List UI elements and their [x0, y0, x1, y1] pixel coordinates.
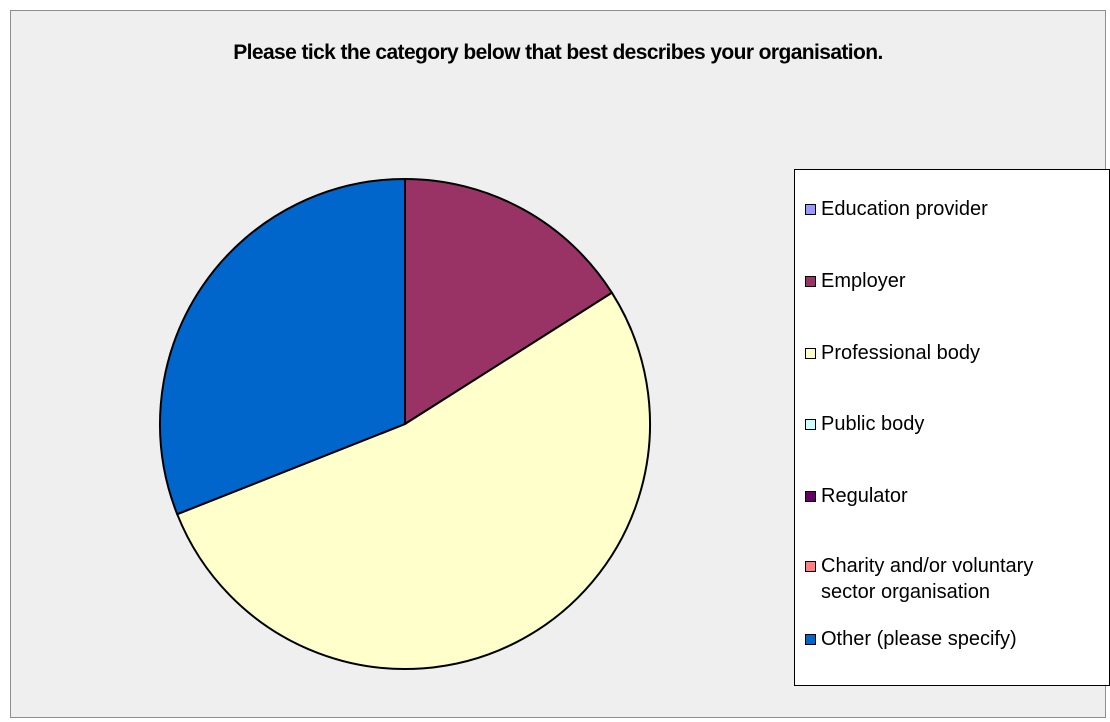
legend-label: Public body: [821, 413, 925, 435]
legend-label: Education provider: [821, 198, 988, 220]
legend-item-public-body: Public body: [805, 411, 924, 437]
legend-item-other-please-specify: Other (please specify): [805, 626, 1017, 652]
legend-label: Employer: [821, 270, 906, 292]
legend-swatch: [805, 204, 816, 215]
chart-title: Please tick the category below that best…: [233, 41, 883, 64]
legend-swatch: [805, 276, 816, 287]
legend-swatch: [805, 348, 816, 359]
legend-label: Regulator: [821, 485, 908, 507]
pie-slice-professional-body: [175, 291, 651, 670]
legend-swatch: [805, 419, 816, 430]
legend-swatch: [805, 491, 816, 502]
legend-label: Professional body: [821, 342, 980, 364]
pie-slice-employer: [404, 177, 614, 426]
legend-item-employer: Employer: [805, 268, 905, 294]
legend-label: Other (please specify): [821, 628, 1017, 650]
legend-item-professional-body: Professional body: [805, 340, 980, 366]
pie-slice-other-please-specify: [159, 177, 406, 516]
legend-swatch: [805, 634, 816, 645]
legend-label: Charity and/or voluntary sector organisa…: [821, 555, 1034, 603]
legend-swatch: [805, 561, 816, 572]
chart-legend: Education provider Employer Professional b…: [794, 169, 1110, 686]
legend-item-regulator: Regulator: [805, 483, 908, 509]
legend-item-education-provider: Education provider: [805, 196, 988, 222]
legend-item-charity-and-or-voluntary-sector-organisation: Charity and/or voluntary sector organisa…: [805, 553, 1033, 605]
